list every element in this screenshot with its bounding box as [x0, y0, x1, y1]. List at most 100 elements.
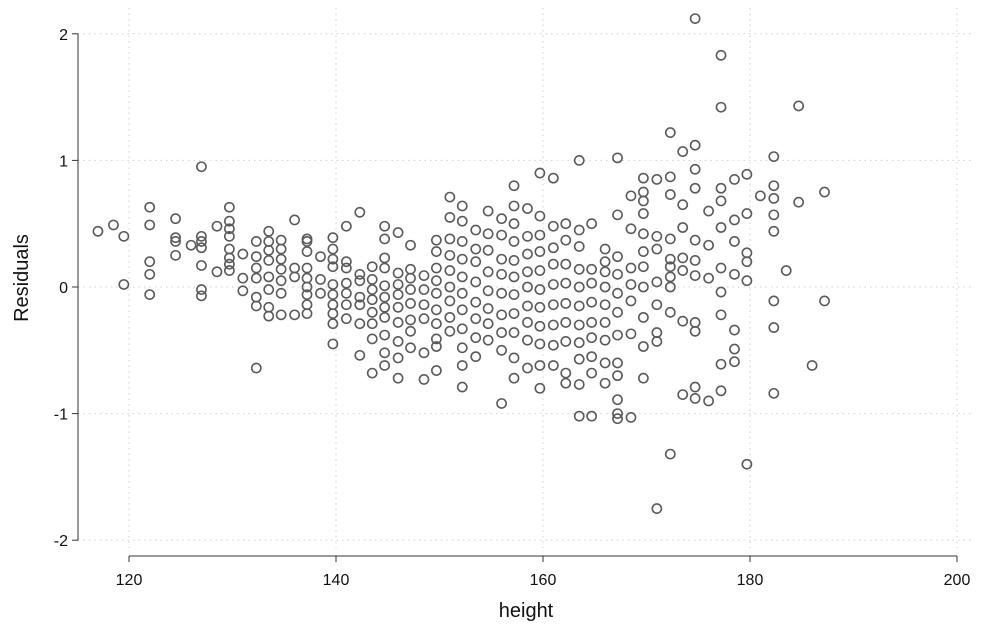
- data-point: [379, 233, 391, 245]
- data-point: [496, 287, 507, 299]
- data-point: [196, 284, 207, 295]
- x-tick-label: 140: [323, 572, 350, 589]
- gridlines: [78, 8, 972, 548]
- data-point: [780, 265, 792, 276]
- data-point: [534, 167, 546, 179]
- data-point: [263, 255, 275, 266]
- data-point: [496, 309, 507, 321]
- x-axis-title: height: [499, 600, 554, 622]
- y-tick-label: 1: [59, 153, 68, 170]
- data-point: [263, 284, 275, 295]
- data-point: [625, 262, 637, 274]
- data-point: [366, 261, 378, 273]
- data-point: [379, 311, 391, 323]
- data-point: [689, 393, 701, 404]
- data-point: [366, 367, 378, 379]
- data-point: [196, 242, 207, 254]
- data-point: [263, 271, 275, 283]
- data-point: [405, 272, 416, 284]
- data-point: [392, 301, 404, 313]
- data-point: [689, 163, 701, 175]
- data-point: [599, 357, 611, 369]
- data-point: [327, 243, 339, 255]
- data-point: [456, 287, 468, 299]
- data-point: [664, 261, 676, 273]
- axes: -2 -1 0 1 2 120 140 160 180 200: [54, 27, 971, 589]
- data-point: [170, 236, 181, 247]
- data-point: [92, 225, 104, 237]
- data-point: [586, 351, 598, 363]
- data-point: [560, 258, 572, 270]
- data-point: [586, 296, 598, 308]
- data-point: [263, 225, 275, 237]
- data-point: [586, 277, 598, 289]
- data-point: [522, 362, 533, 374]
- data-point: [741, 458, 753, 470]
- data-point: [677, 315, 689, 327]
- data-point: [573, 337, 585, 349]
- data-point: [392, 227, 404, 238]
- data-point: [599, 256, 611, 268]
- data-point: [612, 329, 623, 341]
- data-point: [392, 289, 404, 300]
- y-tick-label: -1: [54, 407, 68, 424]
- data-point: [289, 271, 300, 283]
- data-point: [379, 360, 391, 371]
- data-point: [612, 306, 623, 318]
- data-point: [392, 336, 404, 347]
- y-axis-title: Residuals: [11, 234, 33, 322]
- data-point: [522, 334, 533, 346]
- data-point: [637, 208, 649, 219]
- data-point: [560, 218, 572, 230]
- data-points: [92, 13, 830, 514]
- data-point: [379, 329, 391, 341]
- data-point: [703, 205, 714, 217]
- data-point: [456, 236, 468, 247]
- data-point: [496, 398, 507, 409]
- data-point: [715, 182, 727, 194]
- x-tick-label: 160: [530, 572, 557, 589]
- data-point: [573, 224, 585, 236]
- data-point: [508, 327, 520, 338]
- data-point: [340, 287, 352, 299]
- data-point: [612, 413, 623, 425]
- data-point: [715, 195, 727, 207]
- data-point: [456, 360, 468, 371]
- data-point: [223, 265, 235, 276]
- data-point: [405, 239, 416, 251]
- data-point: [715, 286, 727, 298]
- data-point: [456, 200, 468, 212]
- data-point: [327, 279, 339, 290]
- data-point: [144, 268, 156, 280]
- data-point: [637, 228, 649, 240]
- data-point: [430, 234, 442, 246]
- data-point: [637, 341, 649, 352]
- data-point: [144, 219, 156, 231]
- data-point: [664, 253, 676, 265]
- data-point: [793, 196, 805, 208]
- data-point: [651, 503, 663, 514]
- data-point: [301, 236, 313, 247]
- data-point: [444, 281, 456, 293]
- data-point: [741, 168, 753, 180]
- data-point: [289, 309, 300, 321]
- data-point: [612, 287, 623, 299]
- data-point: [354, 318, 366, 330]
- data-point: [470, 313, 482, 325]
- data-point: [508, 372, 520, 384]
- data-point: [664, 171, 676, 183]
- data-point: [637, 372, 649, 384]
- data-point: [768, 209, 780, 221]
- data-point: [599, 377, 611, 389]
- data-point: [612, 251, 623, 263]
- data-point: [340, 299, 352, 311]
- data-point: [354, 206, 366, 218]
- data-point: [496, 268, 507, 280]
- data-point: [430, 304, 442, 316]
- data-point: [651, 299, 663, 311]
- data-point: [508, 255, 520, 266]
- data-point: [482, 285, 494, 297]
- data-point: [470, 224, 482, 236]
- data-point: [430, 365, 442, 376]
